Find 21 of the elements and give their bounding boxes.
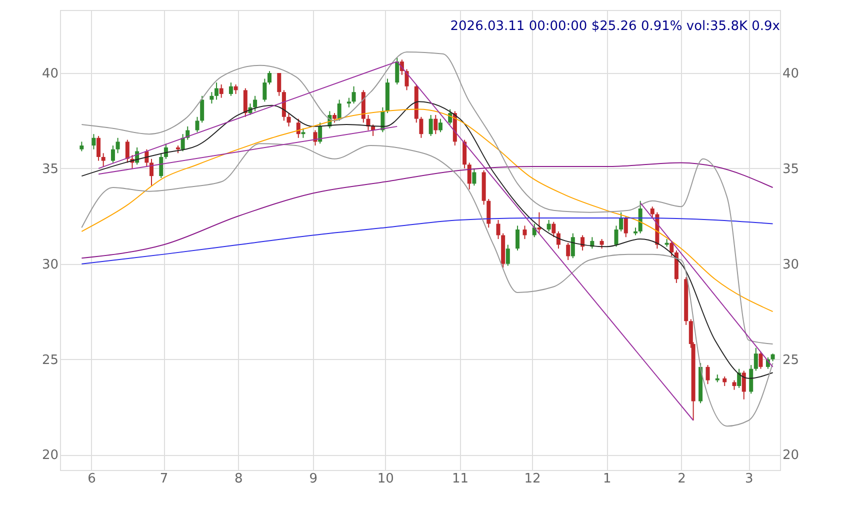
y-tick-label: 35 [42,162,58,177]
y-tick-label: 40 [42,66,58,82]
x-tick-label: 1 [602,472,612,486]
x-tick-label: 6 [88,472,96,486]
y-tick-label: 30 [42,257,58,272]
y2-tick-label: 35 [782,162,800,177]
y-tick-label: 20 [42,448,58,464]
x-tick-label: 7 [160,472,168,486]
x-tick-label: 10 [377,472,394,486]
y-tick-label: 25 [42,352,58,368]
x-tick-label: 12 [524,472,541,486]
x-tick-label: 2 [678,472,686,486]
x-tick-label: 8 [234,472,243,486]
y2-tick-label: 25 [782,352,800,368]
y2-tick-label: 30 [782,257,800,272]
text: 2026.03.11 00:00:00 $25.26 0.91% vol:35.8K 0.9x [450,19,780,34]
y2-tick-label: 20 [782,448,800,464]
x-tick-label: 3 [745,472,754,486]
x-tick-label: 11 [452,472,469,486]
y2-tick-label: 40 [782,66,800,82]
x-tick-label: 9 [309,472,318,486]
